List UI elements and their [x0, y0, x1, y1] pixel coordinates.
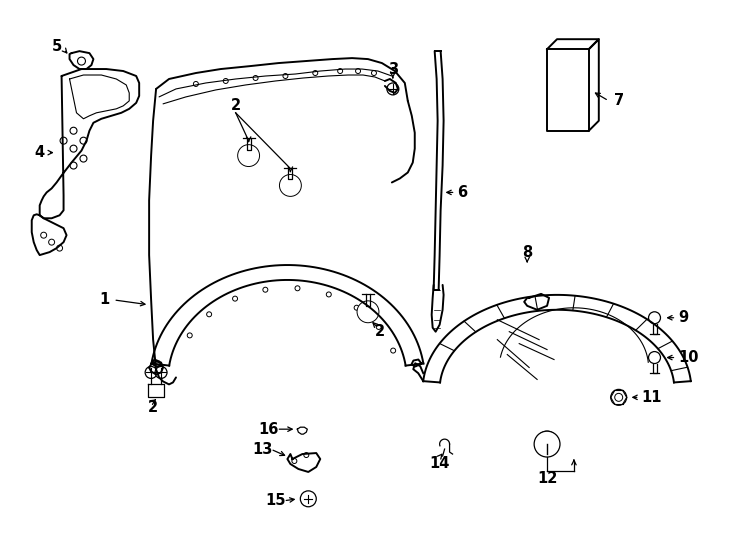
- Circle shape: [238, 145, 260, 166]
- Text: 2: 2: [375, 324, 385, 339]
- Circle shape: [80, 137, 87, 144]
- Text: 13: 13: [252, 442, 272, 457]
- Text: 2: 2: [148, 400, 158, 415]
- Text: 10: 10: [678, 350, 699, 365]
- Text: 8: 8: [522, 245, 532, 260]
- Circle shape: [283, 73, 288, 78]
- Circle shape: [390, 348, 396, 353]
- Circle shape: [377, 325, 381, 329]
- Circle shape: [57, 245, 62, 251]
- Circle shape: [223, 78, 228, 84]
- Circle shape: [40, 232, 47, 238]
- Circle shape: [253, 76, 258, 80]
- Circle shape: [80, 155, 87, 162]
- Circle shape: [387, 83, 399, 95]
- Circle shape: [70, 145, 77, 152]
- Circle shape: [304, 453, 309, 457]
- Circle shape: [361, 305, 375, 319]
- Circle shape: [649, 352, 661, 363]
- Circle shape: [193, 82, 198, 86]
- Text: 1: 1: [99, 292, 109, 307]
- Circle shape: [292, 458, 297, 463]
- Text: 14: 14: [429, 456, 450, 471]
- Circle shape: [649, 312, 661, 323]
- Text: 9: 9: [678, 310, 688, 325]
- Text: 12: 12: [537, 471, 557, 487]
- Circle shape: [614, 393, 622, 401]
- Circle shape: [355, 69, 360, 73]
- Circle shape: [70, 127, 77, 134]
- Circle shape: [263, 287, 268, 292]
- Circle shape: [155, 367, 167, 379]
- Circle shape: [70, 162, 77, 169]
- Circle shape: [78, 57, 85, 65]
- Circle shape: [241, 148, 255, 163]
- Circle shape: [338, 69, 343, 73]
- Text: 2: 2: [230, 98, 241, 113]
- Circle shape: [300, 491, 316, 507]
- Text: 5: 5: [51, 39, 62, 53]
- Circle shape: [233, 296, 238, 301]
- Circle shape: [354, 305, 359, 310]
- Circle shape: [357, 301, 379, 323]
- Circle shape: [611, 389, 627, 406]
- Text: 7: 7: [614, 93, 624, 109]
- Circle shape: [295, 286, 300, 291]
- Text: 15: 15: [265, 494, 286, 508]
- Circle shape: [60, 137, 67, 144]
- Text: 4: 4: [34, 145, 45, 160]
- Circle shape: [145, 367, 157, 379]
- Circle shape: [187, 333, 192, 338]
- Circle shape: [313, 71, 318, 76]
- Text: 16: 16: [258, 422, 278, 437]
- Circle shape: [280, 174, 302, 197]
- Text: 11: 11: [642, 390, 662, 405]
- Circle shape: [327, 292, 331, 297]
- Text: 6: 6: [457, 185, 468, 200]
- Polygon shape: [288, 453, 320, 472]
- Text: 3: 3: [388, 62, 398, 77]
- Circle shape: [537, 431, 557, 451]
- Circle shape: [371, 71, 377, 76]
- Circle shape: [207, 312, 211, 317]
- Circle shape: [48, 239, 54, 245]
- Circle shape: [534, 431, 560, 457]
- Circle shape: [283, 179, 297, 192]
